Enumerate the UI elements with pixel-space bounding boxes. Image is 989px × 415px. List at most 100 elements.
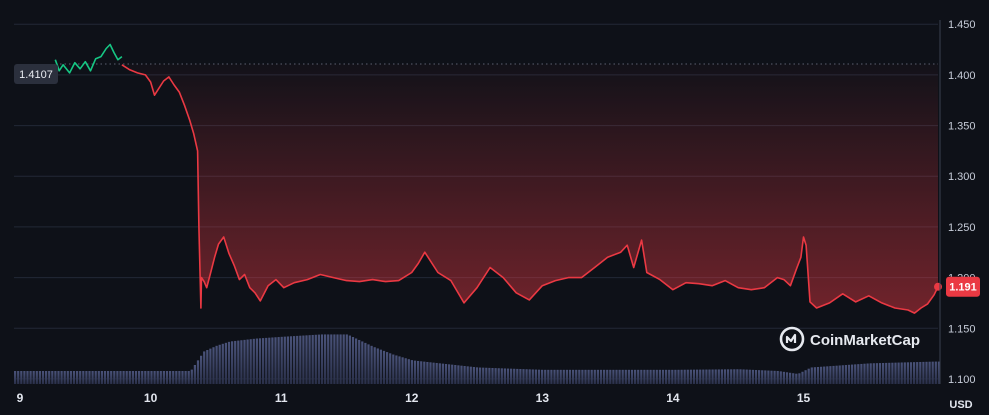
reference-badge: 1.4107 xyxy=(14,64,58,84)
y-tick-label: 1.350 xyxy=(948,121,976,133)
volume-bar xyxy=(674,369,677,384)
volume-bar xyxy=(599,369,603,384)
volume-bar xyxy=(559,369,562,384)
volume-bar xyxy=(392,354,395,384)
volume-bar xyxy=(922,361,925,384)
volume-bar xyxy=(612,369,615,384)
volume-bar xyxy=(829,366,832,384)
volume-bar xyxy=(386,352,389,384)
volume-bar xyxy=(423,361,426,384)
volume-bar xyxy=(807,368,810,384)
volume-bar xyxy=(562,369,565,384)
volume-bar xyxy=(119,371,122,384)
volume-bar xyxy=(826,366,829,384)
volume-bar xyxy=(466,366,469,384)
currency-label: USD xyxy=(949,399,972,411)
volume-bar xyxy=(832,365,835,384)
volume-bar xyxy=(627,369,630,384)
volume-bar xyxy=(286,336,289,384)
volume-bar xyxy=(866,363,869,384)
volume-bar xyxy=(333,334,336,384)
volume-bar xyxy=(389,353,392,384)
current-price-badge: 1.191 xyxy=(946,276,980,297)
volume-bar xyxy=(655,369,658,384)
volume-bar xyxy=(370,345,373,384)
volume-bar xyxy=(677,369,680,384)
volume-bar xyxy=(26,371,29,384)
coinmarketcap-logo-icon xyxy=(779,326,805,352)
volume-bar xyxy=(17,371,20,384)
volume-bar xyxy=(640,369,643,384)
volume-bar xyxy=(420,361,423,384)
x-tick-label: 10 xyxy=(144,391,158,405)
volume-bar xyxy=(221,343,224,384)
volume-bar xyxy=(407,359,410,384)
volume-bar xyxy=(630,369,634,384)
volume-bar xyxy=(429,362,432,384)
volume-bar xyxy=(153,371,156,384)
volume-bar xyxy=(231,341,234,384)
volume-bar xyxy=(382,350,386,384)
volume-bar xyxy=(320,334,324,384)
volume-bar xyxy=(302,335,305,384)
volume-bar xyxy=(878,363,882,384)
volume-bar xyxy=(519,369,522,384)
volume-bar xyxy=(919,361,922,384)
volume-bar xyxy=(227,341,231,384)
volume-bar xyxy=(51,371,54,384)
volume-bar xyxy=(262,338,265,384)
volume-bar xyxy=(169,371,172,384)
volume-bar xyxy=(733,369,736,384)
volume-bar xyxy=(376,348,379,384)
volume-bar xyxy=(934,361,937,384)
volume-bar xyxy=(708,369,711,384)
volume-bar xyxy=(162,371,165,384)
volume-bar xyxy=(680,369,683,384)
volume-bar xyxy=(503,368,506,384)
volume-bar xyxy=(472,367,475,384)
volume-bar xyxy=(296,335,299,384)
x-tick-label: 15 xyxy=(797,391,811,405)
volume-bar xyxy=(271,337,274,384)
volume-bar xyxy=(863,363,866,384)
volume-bar xyxy=(107,371,110,384)
volume-bar xyxy=(469,366,472,384)
volume-bar xyxy=(637,369,640,384)
volume-bar xyxy=(646,369,649,384)
volume-bar xyxy=(432,362,435,384)
volume-bar xyxy=(398,356,401,384)
volume-bar xyxy=(500,368,503,384)
volume-bar xyxy=(891,362,894,384)
volume-bar xyxy=(444,363,448,384)
volume-bar xyxy=(882,362,885,384)
volume-bar xyxy=(69,371,72,384)
volume-bar xyxy=(525,369,528,384)
volume-bar xyxy=(23,371,26,384)
volume-bar xyxy=(568,369,572,384)
volume-bar xyxy=(351,337,355,384)
volume-bar xyxy=(593,369,596,384)
volume-bar xyxy=(782,371,785,384)
volume-bar xyxy=(618,369,621,384)
volume-bar xyxy=(844,365,847,384)
volume-bar xyxy=(305,335,308,384)
x-tick-label: 12 xyxy=(405,391,419,405)
volume-bar xyxy=(311,334,314,384)
volume-bar xyxy=(200,355,203,384)
volume-bar xyxy=(624,369,627,384)
volume-bar xyxy=(816,366,820,384)
volume-bar xyxy=(404,358,407,384)
volume-bar xyxy=(125,371,128,384)
volume-bar xyxy=(779,371,782,384)
volume-bar xyxy=(652,369,655,384)
volume-bar xyxy=(751,369,754,384)
volume-bar xyxy=(277,337,280,384)
volume-bar xyxy=(324,334,327,384)
brand-name: CoinMarketCap xyxy=(810,332,920,349)
volume-bar xyxy=(587,369,590,384)
volume-bar xyxy=(792,373,795,384)
volume-bar xyxy=(20,371,23,384)
volume-bar xyxy=(451,364,454,384)
volume-bar xyxy=(88,371,91,384)
